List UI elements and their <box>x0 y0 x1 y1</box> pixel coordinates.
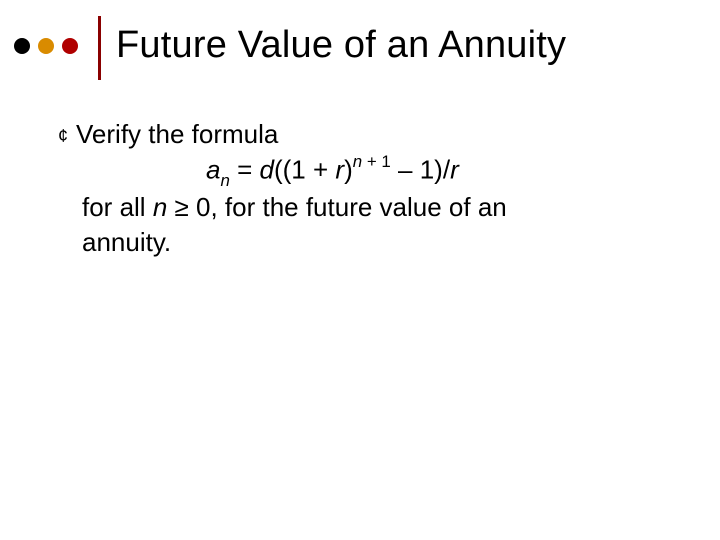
body-var-n: n <box>153 192 167 222</box>
body-line-3: for all n ≥ 0, for the future value of a… <box>82 191 678 224</box>
formula-open: ((1 + <box>274 154 335 184</box>
slide-title: Future Value of an Annuity <box>116 24 566 67</box>
formula-eq: = <box>230 154 260 184</box>
formula-var-r2: r <box>450 154 459 184</box>
slide-body: ¢ Verify the formula an = d((1 + r)n + 1… <box>58 118 678 258</box>
bullet-marker-icon: ¢ <box>58 120 68 152</box>
slide-header: Future Value of an Annuity <box>0 22 720 86</box>
slide: Future Value of an Annuity ¢ Verify the … <box>0 0 720 540</box>
formula-sub-n: n <box>220 171 229 190</box>
bullet-item: ¢ Verify the formula <box>58 118 678 151</box>
formula-var-d: d <box>260 154 274 184</box>
header-dots <box>14 38 78 54</box>
dot-icon <box>62 38 78 54</box>
body-line-3b: ≥ 0, for the future value of an <box>167 192 506 222</box>
dot-icon <box>38 38 54 54</box>
formula-var-a: a <box>206 154 220 184</box>
formula-close-paren: ) <box>344 154 353 184</box>
dot-icon <box>14 38 30 54</box>
bullet-text: Verify the formula <box>76 118 678 151</box>
header-divider <box>98 16 101 80</box>
body-line-4: annuity. <box>82 226 678 259</box>
formula-var-r: r <box>335 154 344 184</box>
formula-sup-n: n <box>353 152 362 171</box>
formula-sup-plus1: + 1 <box>362 152 391 171</box>
body-line-1: Verify the formula <box>76 119 278 149</box>
formula-tail-mid: – 1)/ <box>391 154 450 184</box>
formula: an = d((1 + r)n + 1 – 1)/r <box>206 153 678 190</box>
body-line-3a: for all <box>82 192 153 222</box>
